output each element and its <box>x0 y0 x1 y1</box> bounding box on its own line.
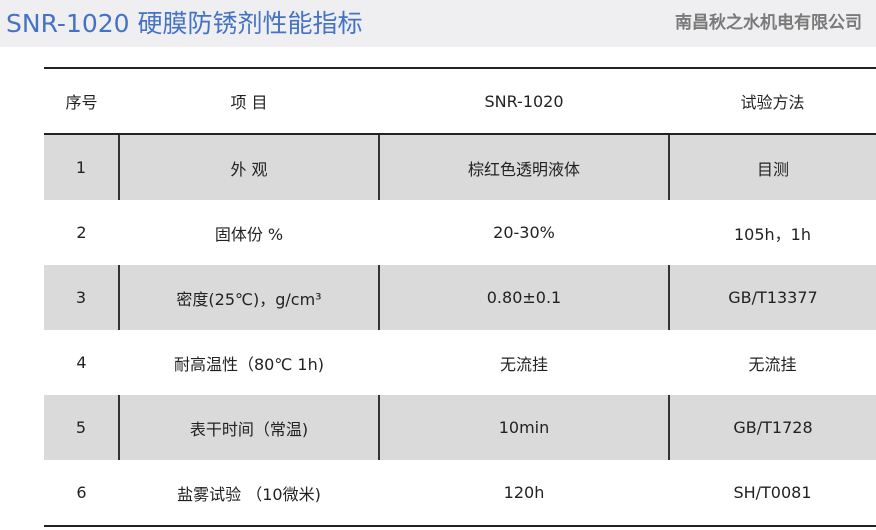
table-cell: 105h，1h <box>733 224 811 244</box>
table-cell: 无流挂 <box>748 354 797 374</box>
watermark: 南昌秋之水机电有限公司 <box>675 13 862 33</box>
table-cell: GB/T13377 <box>668 265 876 330</box>
table-header: 序号 项 目 SNR-1020 试验方法 <box>44 67 876 135</box>
table-cell: 1 <box>44 134 119 200</box>
header-cell: SNR-1020 <box>379 67 669 135</box>
table-cell: 表干时间（常温) <box>118 395 379 460</box>
header-cell: 序号 <box>44 67 119 135</box>
table-cell: 10min <box>378 395 669 460</box>
table-row: 2 固体份 % 20-30% 105h，1h <box>44 200 876 265</box>
table-cell: 20-30% <box>493 223 555 242</box>
table-cell: 2 <box>76 223 87 242</box>
table-cell: 耐高温性（80℃ 1h) <box>174 354 324 374</box>
header-cell: 试验方法 <box>669 67 876 135</box>
table-cell: SH/T0081 <box>669 460 876 527</box>
table-cell: 密度(25℃)，g/cm³ <box>118 265 379 330</box>
table-cell: 目测 <box>668 134 876 200</box>
table-cell: GB/T1728 <box>668 395 876 460</box>
table-row: 3 密度(25℃)，g/cm³ 0.80±0.1 GB/T13377 <box>44 265 876 330</box>
table-cell: 固体份 % <box>214 224 284 244</box>
table-cell: 3 <box>44 265 119 330</box>
table-row: 4 耐高温性（80℃ 1h) 无流挂 无流挂 <box>44 330 876 395</box>
table-cell: 0.80±0.1 <box>378 265 669 330</box>
page-title: SNR-1020 硬膜防锈剂性能指标 <box>0 0 876 47</box>
table-cell: 盐雾试验 （10微米) <box>119 460 379 527</box>
header-cell: 项 目 <box>119 67 379 135</box>
table-cell: 4 <box>76 353 87 372</box>
table-cell: 无流挂 <box>499 354 548 374</box>
table-cell: 120h <box>379 460 669 527</box>
table-row: 6 盐雾试验 （10微米) 120h SH/T0081 <box>44 460 876 527</box>
table-cell: 5 <box>44 395 119 460</box>
table-cell: 棕红色透明液体 <box>378 134 669 200</box>
table-cell: 外 观 <box>118 134 379 200</box>
table-row: 5 表干时间（常温) 10min GB/T1728 <box>44 395 876 460</box>
table-cell: 6 <box>44 460 119 527</box>
